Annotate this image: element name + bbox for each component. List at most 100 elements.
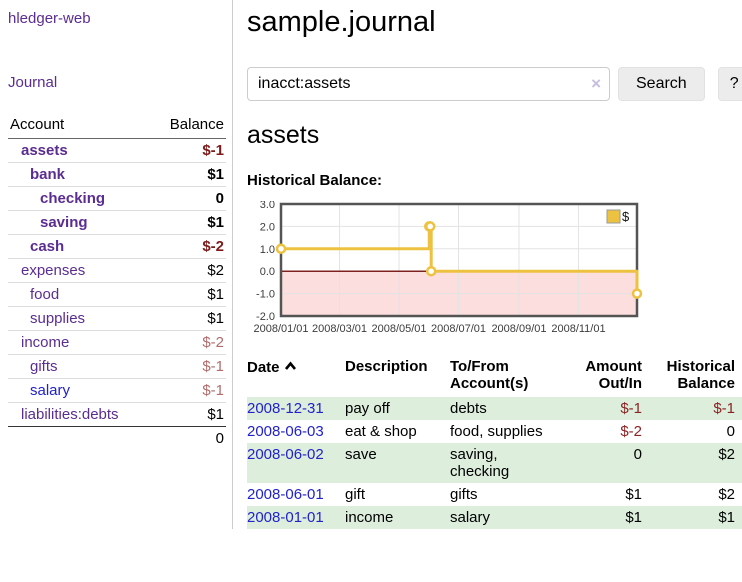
account-link[interactable]: food: [30, 286, 60, 303]
account-row: salary $-1: [8, 379, 226, 403]
transaction-amount: $-2: [620, 423, 642, 440]
transaction-date-link[interactable]: 2008-01-01: [247, 509, 324, 526]
register-row: 2008-06-01 gift gifts $1 $2: [247, 483, 742, 506]
page: hledger-web Journal Account Balance asse…: [0, 0, 742, 529]
account-balance: 0: [215, 190, 224, 207]
transaction-balance: 0: [726, 423, 735, 440]
accounts-col-account: Account: [10, 116, 65, 133]
transaction-date-link[interactable]: 2008-06-02: [247, 446, 324, 463]
register-col-tofrom: To/From Account(s): [450, 358, 529, 392]
svg-text:1.0: 1.0: [260, 244, 275, 256]
transaction-date-link[interactable]: 2008-06-01: [247, 486, 324, 503]
app-title-link[interactable]: hledger-web: [8, 10, 91, 27]
register-table-body: 2008-12-31 pay off debts $-1 $-1 2008-06-03 ea…: [247, 397, 742, 529]
account-link[interactable]: expenses: [21, 262, 86, 279]
svg-text:2008/05/01: 2008/05/01: [371, 323, 426, 335]
register-row: 2008-12-31 pay off debts $-1 $-1: [247, 397, 742, 420]
transaction-amount: $1: [625, 486, 642, 503]
account-balance: $1: [207, 214, 224, 231]
account-balance: $1: [207, 166, 224, 183]
accounts-table: Account Balance assets $-1 bank $1 checking 0…: [8, 113, 226, 450]
svg-text:$: $: [622, 209, 630, 224]
account-balance: $-2: [202, 334, 224, 351]
account-balance: $-1: [202, 382, 224, 399]
register-row: 2008-01-01 income salary $1 $1: [247, 506, 742, 529]
account-heading: assets: [247, 121, 320, 149]
account-link[interactable]: checking: [40, 190, 106, 207]
accounts-header-row: Account Balance: [8, 113, 226, 139]
transaction-amount: $1: [625, 509, 642, 526]
accounts-total-row: 0: [8, 427, 226, 451]
register-header-row: Date Description To/From Account(s) Amou…: [247, 355, 742, 397]
svg-text:-2.0: -2.0: [256, 311, 275, 323]
transaction-accounts: saving, checking: [450, 446, 510, 480]
account-row: bank $1: [8, 163, 226, 187]
transaction-amount: $-1: [620, 400, 642, 417]
account-row: gifts $-1: [8, 355, 226, 379]
account-link[interactable]: income: [21, 334, 70, 351]
transaction-description: income: [345, 509, 394, 526]
accounts-table-body: assets $-1 bank $1 checking 0 saving $1 cash $-2 e…: [8, 139, 226, 427]
transaction-amount: 0: [633, 446, 642, 463]
account-link[interactable]: bank: [30, 166, 66, 183]
sidebar: hledger-web Journal Account Balance asse…: [0, 0, 233, 529]
svg-text:3.0: 3.0: [260, 201, 275, 211]
transaction-balance: $2: [718, 446, 735, 463]
register-row: 2008-06-02 save saving, checking 0 $2: [247, 443, 742, 483]
svg-text:-1.0: -1.0: [256, 289, 275, 301]
transaction-balance: $2: [718, 486, 735, 503]
account-balance: $-1: [202, 142, 224, 159]
search-button[interactable]: Search: [618, 67, 705, 101]
transaction-description: save: [345, 446, 377, 463]
transaction-accounts: salary: [450, 509, 491, 526]
svg-text:2008/09/01: 2008/09/01: [491, 323, 546, 335]
account-row: income $-2: [8, 331, 226, 355]
account-row: supplies $1: [8, 307, 226, 331]
svg-text:2008/01/01: 2008/01/01: [253, 323, 308, 335]
accounts-col-balance: Balance: [169, 116, 224, 133]
svg-text:2008/03/01: 2008/03/01: [312, 323, 367, 335]
transaction-date-link[interactable]: 2008-12-31: [247, 400, 324, 417]
register-col-amount: Amount Out/In: [585, 358, 642, 392]
transaction-description: gift: [345, 486, 366, 503]
svg-text:2008/07/01: 2008/07/01: [431, 323, 486, 335]
transaction-description: eat & shop: [345, 423, 417, 440]
help-button[interactable]: ?: [717, 67, 742, 101]
account-balance: $-2: [202, 238, 224, 255]
account-link[interactable]: supplies: [30, 310, 86, 327]
account-link[interactable]: liabilities:debts: [21, 406, 119, 423]
account-balance: $1: [207, 406, 224, 423]
register-col-description: Description: [345, 358, 428, 375]
chart-title: Historical Balance:: [247, 172, 383, 189]
search-input[interactable]: [247, 67, 610, 101]
sort-ascending-icon: [284, 358, 297, 375]
account-row: liabilities:debts $1: [8, 403, 226, 427]
account-link[interactable]: cash: [30, 238, 65, 255]
account-link[interactable]: gifts: [30, 358, 58, 375]
account-balance: $1: [207, 310, 224, 327]
transaction-balance: $1: [718, 509, 735, 526]
account-link[interactable]: salary: [30, 382, 71, 399]
account-link[interactable]: saving: [40, 214, 88, 231]
main-content: sample.journal × Search ? assets Histori…: [233, 0, 742, 529]
account-balance: $2: [207, 262, 224, 279]
register-col-date[interactable]: Date: [247, 355, 345, 397]
clear-search-icon[interactable]: ×: [591, 74, 601, 93]
transaction-accounts: food, supplies: [450, 423, 543, 440]
transaction-accounts: gifts: [450, 486, 478, 503]
svg-text:2.0: 2.0: [260, 221, 275, 233]
svg-text:2008/11/01: 2008/11/01: [551, 323, 605, 335]
accounts-total-value: 0: [215, 430, 224, 447]
transaction-date-link[interactable]: 2008-06-03: [247, 423, 324, 440]
register-table: Date Description To/From Account(s) Amou…: [247, 355, 742, 529]
account-link[interactable]: assets: [21, 142, 68, 159]
account-row: expenses $2: [8, 259, 226, 283]
account-row: cash $-2: [8, 235, 226, 259]
svg-text:0.0: 0.0: [260, 266, 275, 278]
register-col-balance: Historical Balance: [666, 358, 735, 392]
sidebar-item-journal[interactable]: Journal: [8, 74, 58, 91]
account-row: checking 0: [8, 187, 226, 211]
transaction-description: pay off: [345, 400, 390, 417]
account-balance: $1: [207, 286, 224, 303]
